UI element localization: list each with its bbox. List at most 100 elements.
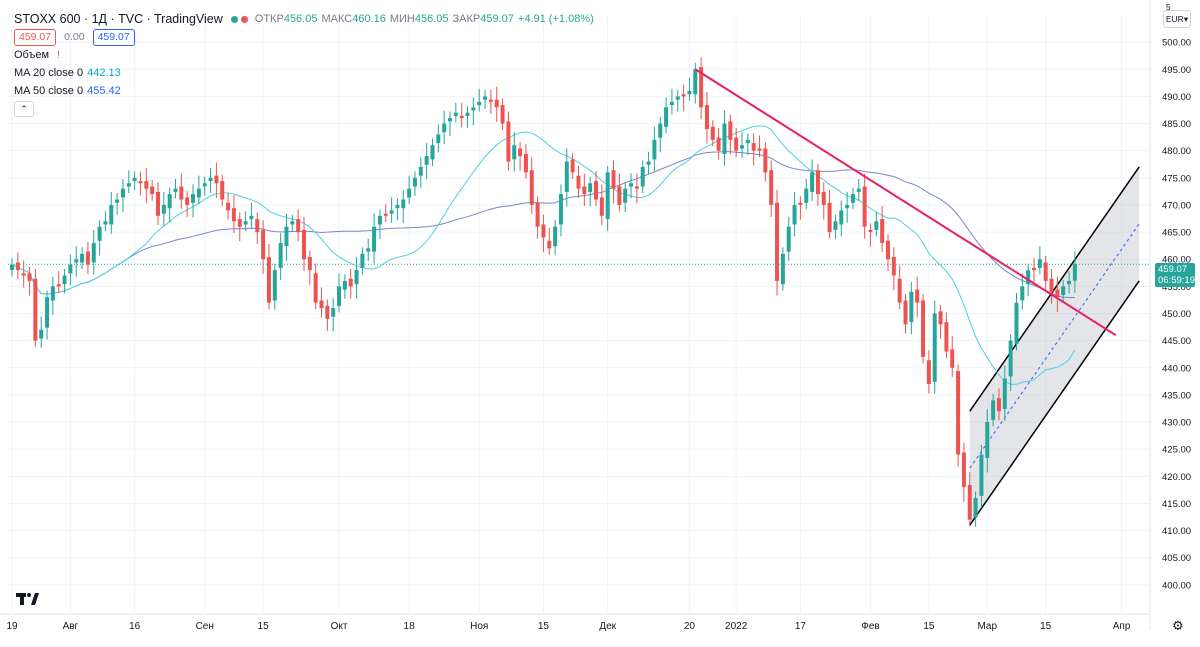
chevron-up-icon[interactable]: ⌃ [14, 101, 34, 117]
candle-body [80, 253, 85, 263]
y-tick-label: 500.00 [1162, 38, 1191, 49]
exclamation-icon[interactable]: ! [57, 49, 60, 61]
high-label: МАКС [321, 12, 353, 25]
y-tick-label: 400.00 [1162, 580, 1191, 591]
candle-body [1043, 262, 1048, 281]
candle-body [629, 183, 634, 187]
symbol-title[interactable]: STOXX 600 · 1Д · TVC · TradingView [14, 11, 223, 26]
candle-body [191, 194, 196, 203]
last-price-value: 459.07 [1158, 264, 1188, 275]
x-tick-label: Ноя [470, 621, 488, 632]
ascending-channel [969, 166, 1140, 526]
candle-body [307, 257, 312, 271]
change-value: +4.91 (+1.08%) [517, 12, 594, 25]
candle-body [266, 257, 271, 303]
volume-row[interactable]: Объем ! [14, 46, 594, 64]
ma20-row[interactable]: MA 20 close 0 442.13 [14, 64, 594, 82]
candle-body [284, 226, 289, 247]
x-tick-label: 20 [684, 621, 696, 632]
tv-logo-glyph [16, 593, 39, 605]
x-tick-label: 15 [538, 621, 550, 632]
candle-body [734, 137, 739, 151]
low-value: 456.05 [414, 12, 449, 25]
candle-body [786, 226, 791, 252]
candle-body [518, 148, 523, 157]
candle-body [827, 202, 832, 233]
candle-body [459, 115, 464, 119]
candle-body [383, 213, 388, 216]
candle-body [109, 204, 114, 225]
buy-price-button[interactable]: 459.07 [92, 28, 135, 46]
candle-body [763, 148, 768, 173]
candle-body [483, 96, 488, 100]
price-axis: 500.00 495.00 490.00 485.00 480.00 475.00 470.… [0, 0, 1191, 630]
candle-body [740, 145, 744, 149]
y-tick-label: 470.00 [1162, 200, 1191, 211]
candle-body [956, 371, 961, 455]
legend-symbol-row: STOXX 600 · 1Д · TVC · TradingView ОТКР 4… [14, 10, 594, 28]
x-tick-label: 17 [795, 621, 807, 632]
candle-body [424, 156, 429, 165]
candle-body [97, 226, 102, 241]
candle-body [547, 240, 552, 249]
candle-body [664, 107, 669, 127]
high-value: 460.16 [352, 12, 386, 25]
candle-body [699, 67, 704, 108]
candle-body [161, 204, 166, 214]
channel-fill [969, 166, 1140, 526]
last-price-tag: 459.07 06:59:19 [1155, 263, 1195, 287]
candle-body [745, 139, 750, 144]
y-tick-label: 485.00 [1162, 119, 1191, 130]
y-tick-label: 430.00 [1162, 418, 1191, 429]
candle-body [932, 313, 937, 382]
candle-body [558, 194, 563, 225]
moving-average-lines [11, 125, 1076, 385]
candle-body [512, 145, 517, 160]
candle-body [91, 242, 96, 263]
candle-body [120, 188, 125, 198]
candle-body [810, 172, 815, 192]
candle-body [599, 197, 604, 216]
ma50-row[interactable]: MA 50 close 0 455.42 [14, 82, 594, 100]
candle-body [751, 143, 756, 151]
close-value: 459.07 [480, 12, 514, 25]
sell-price-button[interactable]: 459.07 [14, 28, 57, 46]
candle-body [103, 221, 108, 225]
candle-body [973, 498, 978, 518]
candle-body [523, 153, 528, 173]
gear-icon[interactable]: ⚙ [1172, 618, 1184, 633]
candle-body [529, 170, 534, 205]
candle-body [605, 172, 610, 220]
ma20-line [11, 125, 1076, 385]
candle-body [594, 181, 598, 200]
candle-body [325, 305, 330, 319]
candle-body [996, 398, 1001, 412]
candlestick-series [10, 57, 1077, 527]
candle-body [202, 183, 207, 187]
candle-body [62, 275, 67, 285]
x-tick-label: Авг [63, 621, 79, 632]
y-tick-label: 425.00 [1162, 445, 1191, 456]
candle-body [500, 105, 505, 124]
ma50-value: 455.42 [87, 84, 121, 97]
candle-body [611, 170, 616, 189]
candle-body [1055, 289, 1060, 298]
ma20-label: MA 20 close 0 [14, 66, 84, 79]
candle-body [348, 278, 353, 287]
candle-body [728, 121, 733, 140]
candle-body [681, 94, 686, 97]
x-tick-label: 19 [6, 621, 18, 632]
channel-lower-line [969, 280, 1140, 526]
currency-selector[interactable]: EUR ▾ [1163, 10, 1191, 28]
x-tick-label: 15 [923, 621, 935, 632]
candle-body [488, 99, 493, 102]
tradingview-logo-icon[interactable] [16, 592, 40, 609]
candle-body [418, 166, 423, 176]
candle-body [185, 197, 190, 205]
candle-body [27, 273, 32, 281]
candle-body [10, 264, 14, 271]
y-tick-label: 455.00 [1162, 282, 1191, 293]
channel-median-line [969, 223, 1140, 469]
candle-body [144, 181, 149, 189]
